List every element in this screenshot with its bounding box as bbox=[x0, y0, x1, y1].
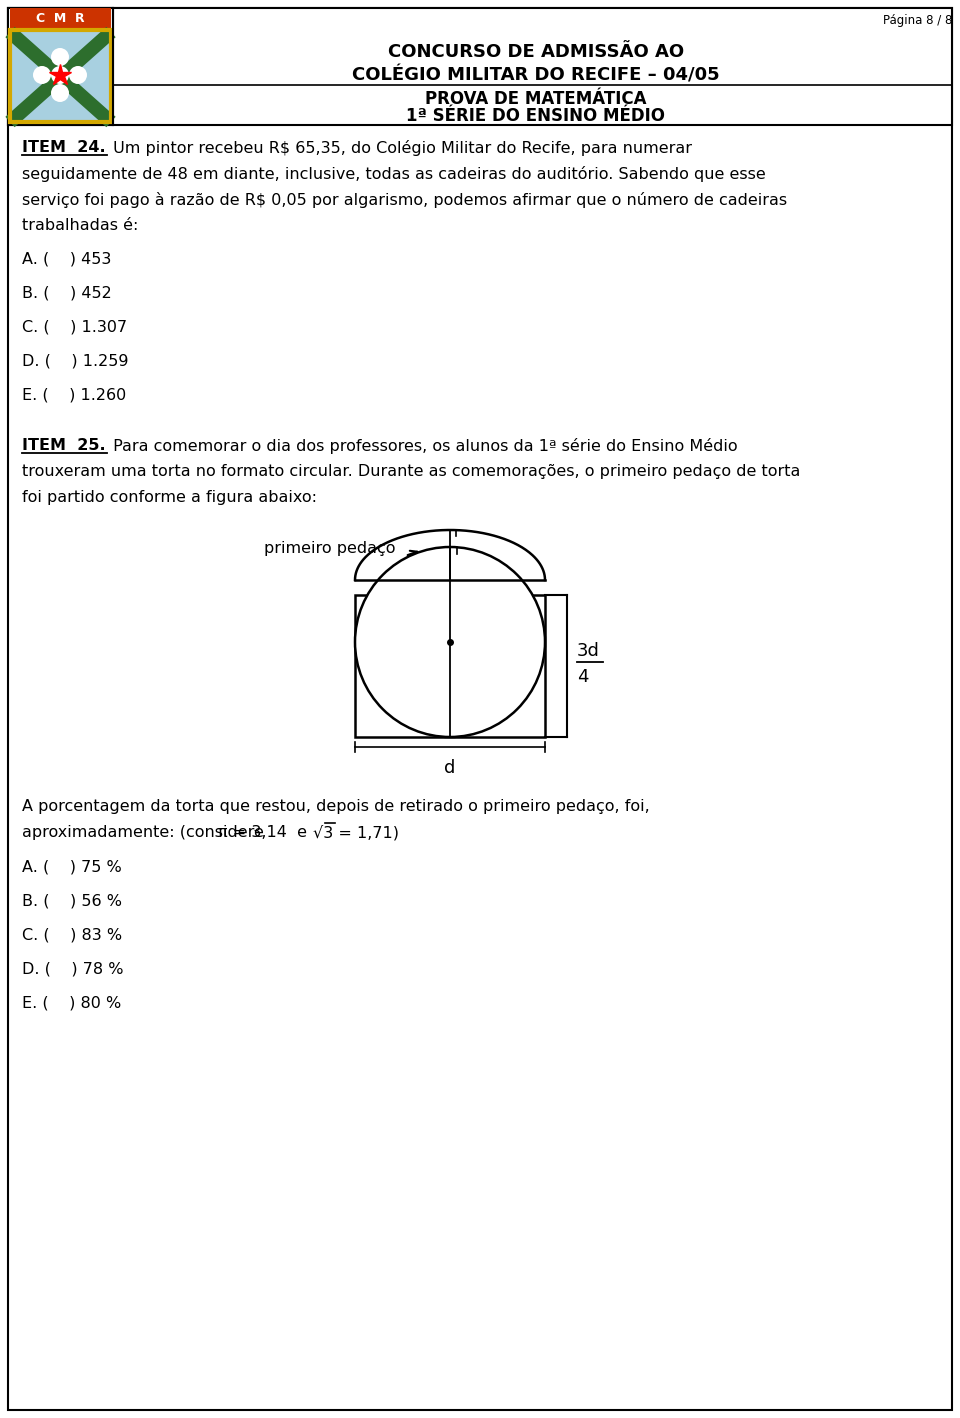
Text: C. (    ) 1.307: C. ( ) 1.307 bbox=[22, 320, 127, 335]
Bar bbox=[355, 596, 545, 737]
Bar bbox=[10, 30, 111, 122]
Text: 4: 4 bbox=[577, 668, 588, 686]
Text: D. (    ) 1.259: D. ( ) 1.259 bbox=[22, 354, 129, 369]
Bar bbox=[8, 9, 113, 125]
Text: trabalhadas é:: trabalhadas é: bbox=[22, 218, 138, 233]
Text: 1ª SÉRIE DO ENSINO MÉDIO: 1ª SÉRIE DO ENSINO MÉDIO bbox=[406, 106, 665, 125]
Circle shape bbox=[51, 48, 69, 67]
Text: seguidamente de 48 em diante, inclusive, todas as cadeiras do auditório. Sabendo: seguidamente de 48 em diante, inclusive,… bbox=[22, 166, 766, 182]
Text: d: d bbox=[444, 759, 456, 777]
Text: ITEM  25.: ITEM 25. bbox=[22, 438, 106, 452]
Text: PROVA DE MATEMÁTICA: PROVA DE MATEMÁTICA bbox=[425, 89, 647, 108]
Text: E. (    ) 1.260: E. ( ) 1.260 bbox=[22, 389, 127, 403]
Text: C. (    ) 83 %: C. ( ) 83 % bbox=[22, 927, 122, 942]
Text: E. (    ) 80 %: E. ( ) 80 % bbox=[22, 995, 121, 1010]
Text: 3d: 3d bbox=[577, 642, 600, 659]
Text: aproximadamente: (considere: aproximadamente: (considere bbox=[22, 825, 269, 839]
Circle shape bbox=[69, 67, 87, 84]
Circle shape bbox=[51, 84, 69, 102]
Text: B. (    ) 56 %: B. ( ) 56 % bbox=[22, 893, 122, 908]
Text: A. (    ) 453: A. ( ) 453 bbox=[22, 252, 111, 267]
Text: serviço foi pago à razão de R$ 0,05 por algarismo, podemos afirmar que o número : serviço foi pago à razão de R$ 0,05 por … bbox=[22, 191, 787, 208]
Text: primeiro pedaço: primeiro pedaço bbox=[264, 540, 396, 556]
Text: ITEM  24.: ITEM 24. bbox=[22, 140, 106, 155]
Text: B. (    ) 452: B. ( ) 452 bbox=[22, 286, 111, 301]
Text: trouxeram uma torta no formato circular. Durante as comemorações, o primeiro ped: trouxeram uma torta no formato circular.… bbox=[22, 464, 801, 479]
Text: A porcentagem da torta que restou, depois de retirado o primeiro pedaço, foi,: A porcentagem da torta que restou, depoi… bbox=[22, 798, 650, 814]
Text: COLÉGIO MILITAR DO RECIFE – 04/05: COLÉGIO MILITAR DO RECIFE – 04/05 bbox=[352, 67, 720, 84]
Circle shape bbox=[51, 67, 69, 84]
Text: foi partido conforme a figura abaixo:: foi partido conforme a figura abaixo: bbox=[22, 491, 317, 505]
Text: √3 = 1,71): √3 = 1,71) bbox=[313, 825, 399, 841]
Text: Um pintor recebeu R$ 65,35, do Colégio Militar do Recife, para numerar: Um pintor recebeu R$ 65,35, do Colégio M… bbox=[108, 140, 692, 156]
Text: π = 3,14  e: π = 3,14 e bbox=[218, 825, 317, 839]
Text: A. (    ) 75 %: A. ( ) 75 % bbox=[22, 859, 122, 873]
Text: CONCURSO DE ADMISSÃO AO: CONCURSO DE ADMISSÃO AO bbox=[388, 43, 684, 61]
Text: C  M  R: C M R bbox=[36, 13, 84, 26]
Circle shape bbox=[355, 547, 545, 737]
Text: Para comemorar o dia dos professores, os alunos da 1ª série do Ensino Médio: Para comemorar o dia dos professores, os… bbox=[108, 438, 737, 454]
Text: Página 8 / 8: Página 8 / 8 bbox=[882, 14, 952, 27]
Bar bbox=[8, 9, 952, 125]
Bar bbox=[10, 9, 111, 30]
Circle shape bbox=[33, 67, 51, 84]
Text: D. (    ) 78 %: D. ( ) 78 % bbox=[22, 961, 124, 976]
Bar bbox=[10, 30, 111, 122]
